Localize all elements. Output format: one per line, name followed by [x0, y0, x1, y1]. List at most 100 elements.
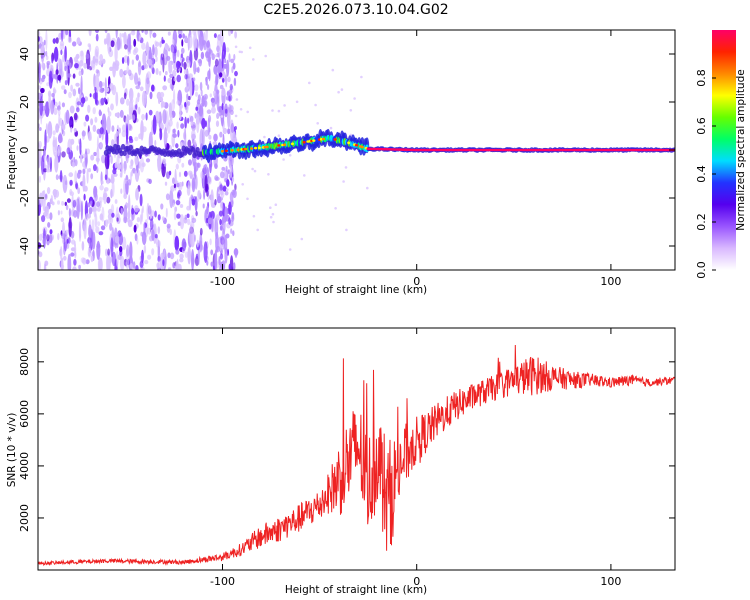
noise-blob: [139, 260, 144, 268]
noise-dot: [252, 214, 256, 218]
noise-blob: [43, 145, 46, 158]
noise-blob: [119, 68, 124, 78]
signal-core: [290, 142, 294, 146]
noise-blob: [54, 101, 58, 107]
noise-blob: [73, 258, 77, 266]
noise-blob: [121, 57, 125, 64]
x-tick-label: 0: [413, 275, 420, 288]
noise-blob: [68, 216, 72, 238]
noise-blob: [228, 217, 231, 225]
noise-blob: [69, 179, 73, 186]
noise-blob: [106, 218, 111, 224]
signal-core: [230, 149, 234, 152]
noise-blob: [225, 165, 228, 172]
signal-core: [244, 147, 248, 151]
noise-blob: [106, 115, 111, 135]
noise-blob: [160, 101, 163, 109]
noise-blob: [68, 120, 73, 126]
noise-blob: [166, 132, 169, 139]
noise-blob: [87, 104, 91, 114]
noise-blob: [68, 172, 74, 178]
y-tick-label: 40: [18, 47, 31, 61]
noise-blob: [175, 260, 179, 270]
noise-blob: [119, 255, 125, 270]
noise-blob: [66, 59, 70, 66]
y-tick-label: -20: [18, 189, 31, 207]
noise-blob: [38, 92, 42, 100]
noise-blob: [218, 256, 221, 266]
noise-blob: [61, 233, 66, 240]
noise-blob: [121, 130, 127, 138]
noise-blob: [94, 86, 97, 91]
noise-dot: [267, 173, 270, 176]
noise-blob: [130, 170, 133, 177]
noise-blob: [146, 227, 152, 235]
noise-blob: [38, 201, 41, 216]
noise-blob: [45, 213, 51, 219]
noise-blob: [219, 131, 223, 138]
noise-blob: [223, 63, 226, 69]
noise-dot: [283, 104, 286, 107]
noise-blob: [95, 69, 99, 74]
noise-blob: [205, 183, 209, 192]
noise-blob: [64, 201, 68, 206]
noise-blob: [83, 193, 86, 201]
noise-blob: [48, 129, 53, 138]
noise-blob: [78, 87, 81, 95]
noise-blob: [106, 196, 111, 204]
noise-blob: [98, 231, 104, 236]
noise-blob: [57, 57, 61, 67]
noise-blob: [119, 172, 122, 178]
noise-blob: [173, 77, 177, 82]
noise-blob: [219, 72, 223, 78]
noise-blob: [55, 157, 58, 163]
noise-blob: [110, 155, 113, 164]
noise-dot: [314, 103, 317, 107]
noise-blob: [169, 113, 173, 121]
noise-blob: [227, 169, 230, 175]
noise-blob: [109, 257, 112, 264]
noise-blob: [40, 87, 45, 94]
noise-blob: [74, 250, 77, 259]
x-tick-label: 100: [600, 275, 621, 288]
noise-dot: [303, 174, 306, 177]
noise-blob: [52, 38, 56, 44]
noise-dot: [360, 75, 363, 79]
noise-blob: [43, 39, 46, 46]
noise-blob: [172, 133, 177, 138]
colorbar-label: Normalized spectral amplitude: [735, 69, 747, 230]
noise-blob: [207, 70, 211, 80]
noise-blob: [49, 64, 53, 72]
noise-blob: [219, 184, 224, 191]
noise-blob: [163, 127, 168, 149]
noise-blob: [38, 251, 43, 258]
noise-blob: [66, 147, 71, 155]
noise-dot: [256, 228, 260, 232]
noise-blob: [208, 53, 211, 68]
noise-blob: [74, 159, 78, 167]
noise-blob: [206, 190, 209, 197]
noise-blob: [106, 252, 111, 270]
noise-blob: [184, 116, 187, 129]
noise-blob: [72, 41, 77, 47]
noise-blob: [85, 259, 90, 265]
noise-blob: [70, 84, 73, 92]
colorbar-ticks: 0.0 0.2 0.4 0.6 0.8: [695, 69, 716, 279]
noise-blob: [211, 216, 214, 233]
noise-blob: [101, 154, 106, 164]
noise-blob: [157, 153, 162, 172]
noise-blob: [170, 185, 176, 192]
noise-dot: [234, 114, 238, 118]
noise-blob: [183, 170, 188, 177]
noise-blob: [147, 254, 152, 260]
noise-blob: [172, 177, 175, 184]
noise-blob: [181, 181, 184, 187]
noise-blob: [180, 142, 183, 148]
noise-blob: [65, 30, 69, 36]
noise-blob: [88, 239, 91, 247]
noise-blob: [123, 204, 128, 224]
noise-blob: [51, 93, 55, 98]
noise-blob: [178, 181, 183, 188]
noise-blob: [215, 120, 220, 127]
